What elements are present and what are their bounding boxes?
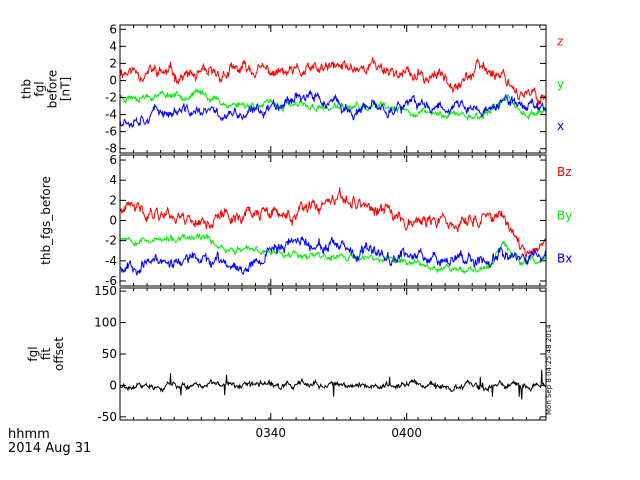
y-tick-label: 6 [109, 22, 117, 36]
y-tick-label: 150 [94, 284, 117, 298]
series-bz-trace [119, 187, 547, 259]
y-axis-label-line: fgl [33, 81, 47, 96]
y-tick-label: -2 [105, 234, 117, 248]
y-tick-label: 0 [109, 214, 117, 228]
panel-2: Bz By Bx -6 -4 -2 0 2 4 6 thb_fgs_before [39, 153, 572, 288]
series-z-trace [119, 57, 547, 106]
legend-label-x: x [557, 119, 564, 133]
plot-frame [119, 287, 547, 421]
date-label: 2014 Aug 31 [8, 441, 91, 456]
y-tick-label: 50 [102, 347, 117, 361]
series-y-trace [119, 88, 547, 122]
y-axis-label-line: [nT] [59, 77, 73, 101]
y-tick-label: 2 [109, 193, 117, 207]
panel-1: z y x -8 -6 -4 -2 0 2 4 6 thb fgl before [nT] [20, 22, 565, 155]
legend-label-y: y [557, 77, 564, 91]
series-x-trace [119, 89, 547, 129]
y-axis-label-line: thb_fgs_before [39, 176, 53, 265]
legend-label-bx: Bx [557, 251, 572, 265]
x-tick-label: 0400 [391, 426, 422, 440]
y-tick-label: -2 [105, 91, 117, 105]
legend-label-bz: Bz [557, 165, 572, 179]
y-axis-label-line: before [46, 70, 60, 109]
plot-frame [119, 24, 547, 154]
y-tick-label: 100 [94, 316, 117, 330]
y-tick-label: -6 [105, 274, 117, 288]
y-tick-label: 2 [109, 56, 117, 70]
y-tick-label: 0 [109, 378, 117, 392]
y-tick-label: -50 [97, 410, 117, 424]
series-bx-trace [119, 236, 547, 277]
y-tick-label: -4 [105, 254, 117, 268]
generation-timestamp: Mon Sep 8 04:25:48 2014 [545, 324, 553, 415]
time-unit-label: hhmm [8, 427, 50, 442]
series-offset-trace [119, 369, 547, 400]
y-tick-label: -8 [105, 142, 117, 156]
plot-frame [119, 154, 547, 287]
y-tick-label: -4 [105, 108, 117, 122]
y-axis-label-line: thb [20, 79, 34, 99]
series-by-trace [119, 232, 547, 274]
y-axis-label-line: fgl [26, 346, 40, 361]
y-tick-label: -6 [105, 125, 117, 139]
x-tick-label: 0340 [256, 426, 287, 440]
y-tick-label: 4 [109, 173, 117, 187]
legend-label-z: z [557, 35, 563, 49]
y-tick-label: 6 [109, 153, 117, 167]
y-axis-label-line: fit [39, 348, 53, 361]
y-axis-label-line: offset [52, 337, 66, 371]
y-tick-label: 4 [109, 39, 117, 53]
y-tick-label: 0 [109, 73, 117, 87]
panel-3: -50 0 50 100 150 fgl fit offset [26, 284, 547, 424]
legend-label-by: By [557, 208, 572, 222]
